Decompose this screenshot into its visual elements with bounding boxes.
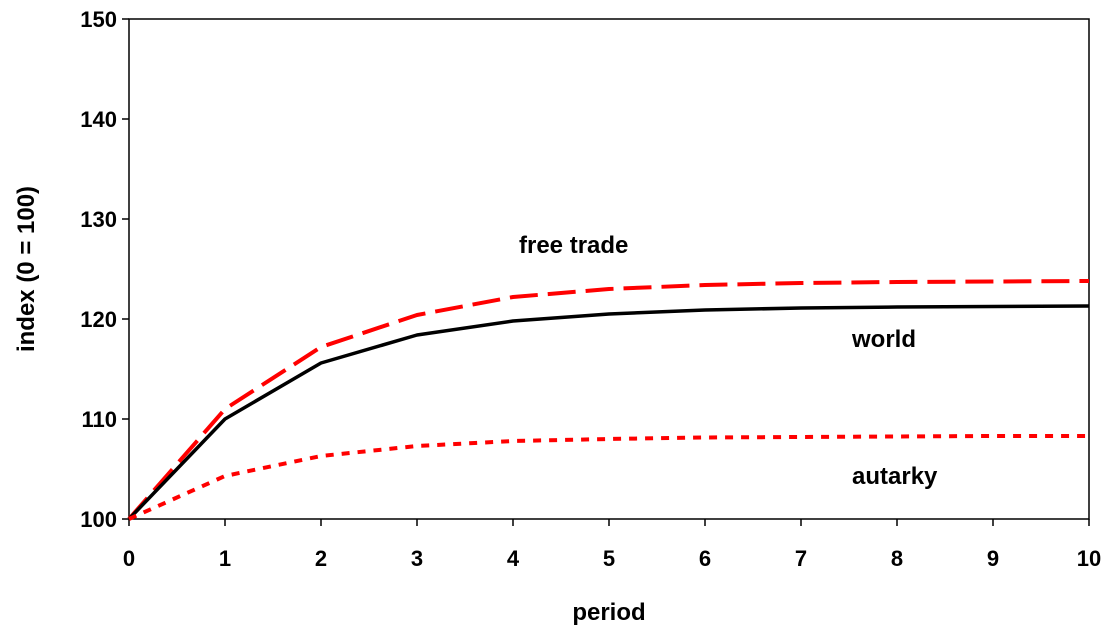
y-axis: 100 110 120 130 140 150 <box>80 7 129 532</box>
x-axis: 0 1 2 3 4 5 6 7 8 9 10 <box>123 519 1101 571</box>
x-tick-label: 6 <box>699 546 711 571</box>
x-tick-label: 5 <box>603 546 615 571</box>
series-label-autarky: autarky <box>852 463 938 490</box>
x-tick-label: 7 <box>795 546 807 571</box>
x-tick-label: 3 <box>411 546 423 571</box>
y-tick-label: 150 <box>80 7 117 32</box>
plot-area <box>128 18 1090 520</box>
x-tick-label: 9 <box>987 546 999 571</box>
series-label-free-trade: free trade <box>519 232 628 259</box>
x-tick-label: 1 <box>219 546 231 571</box>
y-tick-label: 140 <box>80 107 117 132</box>
series-label-world: world <box>851 326 916 353</box>
x-tick-label: 4 <box>507 546 520 571</box>
y-tick-label: 120 <box>80 307 117 332</box>
y-tick-label: 100 <box>80 507 117 532</box>
y-axis-label: index (0 = 100) <box>13 186 40 352</box>
x-axis-label: period <box>572 599 645 626</box>
y-tick-label: 110 <box>82 407 118 432</box>
y-tick-label: 130 <box>80 207 117 232</box>
x-tick-label: 8 <box>891 546 903 571</box>
series-lines <box>127 279 1090 521</box>
x-tick-label: 10 <box>1077 546 1101 571</box>
series-line-autarky <box>128 434 1089 521</box>
plot-border <box>128 18 1090 520</box>
series-line-free-trade <box>127 279 1090 521</box>
x-tick-label: 2 <box>315 546 327 571</box>
x-tick-label: 0 <box>123 546 135 571</box>
series-line-world <box>127 304 1090 521</box>
